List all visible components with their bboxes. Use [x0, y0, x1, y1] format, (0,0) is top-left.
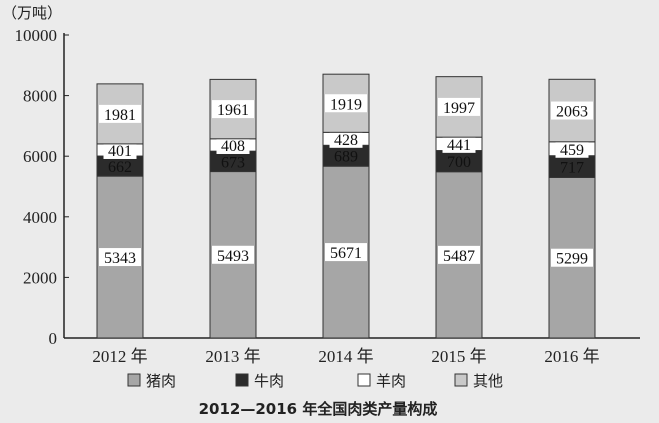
- data-label: 1961: [217, 102, 249, 119]
- data-label: 1981: [104, 107, 136, 124]
- data-label: 689: [334, 149, 358, 166]
- legend-label: 牛肉: [254, 372, 284, 390]
- y-tick-label: 0: [49, 329, 58, 348]
- y-tick-label: 4000: [23, 208, 57, 227]
- legend-swatch: [235, 373, 249, 387]
- data-label: 5487: [443, 248, 475, 265]
- data-label-box: [212, 100, 254, 119]
- data-label: 1919: [330, 96, 362, 113]
- data-label: 408: [221, 138, 245, 155]
- data-label: 700: [447, 154, 471, 171]
- x-category-label: 2012 年: [92, 347, 147, 366]
- legend-swatch: [127, 373, 141, 387]
- data-label: 459: [560, 142, 584, 159]
- data-label: 428: [334, 132, 358, 149]
- legend-label: 猪肉: [146, 372, 176, 390]
- x-category-label: 2016 年: [544, 347, 599, 366]
- data-label-box: [99, 104, 141, 123]
- chart-title: 2012—2016 年全国肉类产量构成: [199, 400, 438, 418]
- y-tick-label: 10000: [15, 26, 58, 45]
- x-category-label: 2013 年: [205, 347, 260, 366]
- data-label-box: [551, 101, 593, 120]
- data-label-box: [551, 248, 593, 267]
- data-label: 1997: [443, 100, 475, 117]
- data-label: 5671: [330, 245, 362, 262]
- axes: 0 2000 4000 6000 8000 10000: [15, 26, 640, 348]
- y-tick-label: 6000: [23, 147, 57, 166]
- data-label-box: [99, 248, 141, 267]
- data-label-box: [442, 134, 476, 153]
- data-label: 717: [560, 160, 584, 177]
- data-label-box: [438, 97, 480, 116]
- data-label: 662: [108, 159, 132, 176]
- legend-swatch: [454, 373, 468, 387]
- legend-label: 其他: [473, 372, 503, 390]
- data-label-box: [103, 140, 137, 159]
- data-label-box: [325, 243, 367, 262]
- data-label: 5493: [217, 248, 249, 265]
- data-label-box: [438, 245, 480, 264]
- data-label: 2063: [556, 104, 588, 121]
- legend-label: 羊肉: [376, 372, 406, 390]
- data-label-box: [216, 135, 250, 154]
- data-label-box: [555, 139, 589, 158]
- x-category-label: 2015 年: [431, 347, 486, 366]
- y-tick-label: 2000: [23, 268, 57, 287]
- y-axis-unit-label: （万吨）: [2, 4, 62, 22]
- data-label: 5299: [556, 251, 588, 268]
- data-label-box: [212, 245, 254, 264]
- data-label-box: [325, 94, 367, 113]
- x-category-label: 2014 年: [318, 347, 373, 366]
- legend-swatch: [357, 373, 371, 387]
- data-label: 673: [221, 154, 245, 171]
- data-label: 5343: [104, 250, 136, 267]
- data-label: 401: [108, 143, 132, 160]
- y-tick-label: 8000: [23, 87, 57, 106]
- legend: 猪肉 牛肉 羊肉 其他: [127, 372, 503, 390]
- data-label-box: [329, 129, 363, 148]
- data-label: 441: [447, 137, 471, 154]
